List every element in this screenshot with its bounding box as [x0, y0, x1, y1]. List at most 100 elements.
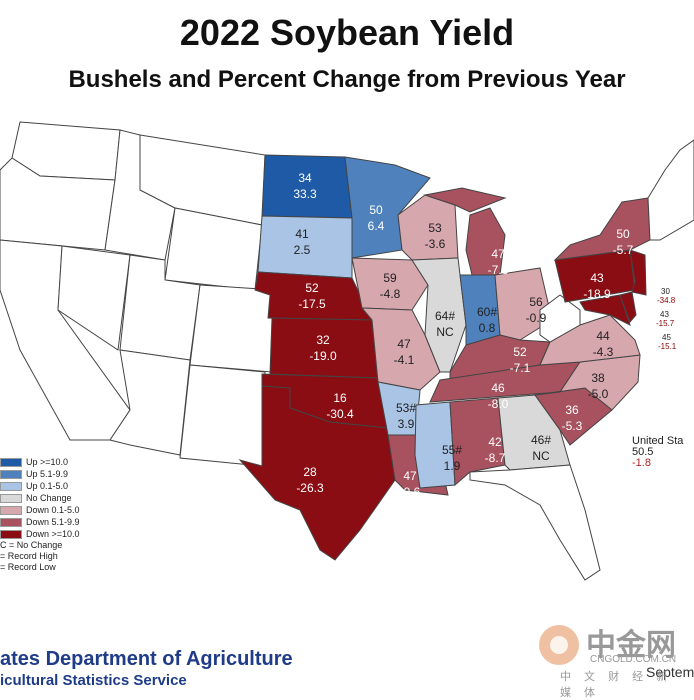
legend-note-nc: C = No Change [0, 540, 63, 550]
label-oh-yield: 56 [529, 295, 543, 309]
state-mi-up [423, 187, 507, 213]
state-ne [254, 271, 373, 321]
map-subtitle: Bushels and Percent Change from Previous… [68, 66, 626, 93]
label-mo-yield: 47 [397, 337, 411, 351]
label-ky-change: -7.1 [510, 361, 531, 375]
label-va-yield: 44 [596, 329, 610, 343]
label-la-yield: 47 [403, 469, 417, 483]
legend-item: Down 5.1-9.9 [0, 516, 120, 528]
label-il-yield: 64# [435, 309, 455, 323]
legend-note-record-low: = Record Low [0, 562, 56, 572]
label-il-change: NC [436, 325, 454, 339]
label-wi-yield: 53 [428, 221, 442, 235]
label-sd-yield: 41 [295, 227, 309, 241]
legend-swatch [0, 469, 22, 479]
state-nv [57, 245, 131, 351]
release-date: Septem [646, 664, 694, 680]
label-al-change: -8.7 [485, 451, 506, 465]
legend-item: Up 0.1-5.0 [0, 480, 120, 492]
state-mo [360, 307, 441, 391]
label-mn-yield: 50 [369, 203, 383, 217]
label-nc-yield: 38 [591, 371, 605, 385]
state-ia [351, 257, 429, 311]
state-oh [494, 267, 553, 341]
label-mi-change: -7.8 [488, 263, 509, 277]
label-ny-change: -5.7 [613, 243, 634, 257]
state-new-england [647, 139, 694, 241]
legend-swatch [0, 457, 22, 467]
label-in-change: 0.8 [479, 321, 496, 335]
legend-label: Down 5.1-9.9 [26, 517, 80, 527]
label-de-change: -15.7 [656, 319, 675, 328]
label-al-yield: 42 [488, 435, 502, 449]
legend: Up >=10.0 Up 5.1-9.9 Up 0.1-5.0 No Chang… [0, 456, 120, 573]
label-nj-yield: 30 [661, 287, 670, 296]
label-sc-change: -5.3 [562, 419, 583, 433]
legend-item: No Change [0, 492, 120, 504]
legend-label: Down >=10.0 [26, 529, 80, 539]
legend-item: Up 5.1-9.9 [0, 468, 120, 480]
us-soybean-map: 34 33.3 50 6.4 41 2.5 53 -3.6 47 -7.8 50… [0, 121, 694, 581]
legend-label: Up 0.1-5.0 [26, 481, 69, 491]
watermark-url: CNGOLD.COM.CN [590, 654, 677, 665]
map-title: 2022 Soybean Yield [179, 12, 515, 53]
label-oh-change: -0.9 [526, 311, 547, 325]
label-sc-yield: 36 [565, 403, 579, 417]
label-ks-change: -19.0 [309, 349, 337, 363]
state-ks [269, 317, 379, 379]
state-co [189, 284, 276, 373]
label-ar-change: 3.9 [398, 417, 415, 431]
state-md [579, 294, 631, 326]
watermark-subtitle: 中 文 财 经 新 媒 体 [560, 671, 673, 699]
state-nm [179, 364, 266, 467]
state-nj [629, 249, 647, 296]
state-ny [553, 197, 651, 261]
legend-label: Up 5.1-9.9 [26, 469, 69, 479]
label-ny-yield: 50 [616, 227, 630, 241]
state-fl [469, 464, 601, 581]
label-pa-yield: 43 [590, 271, 604, 285]
label-mi-yield: 47 [491, 247, 505, 261]
label-ne-change: -17.5 [298, 297, 326, 311]
label-ms-yield: 55# [442, 443, 462, 457]
legend-item: Down 0.1-5.0 [0, 504, 120, 516]
label-md-change: -15.1 [658, 342, 677, 351]
label-wi-change: -3.6 [425, 237, 446, 251]
label-ok-yield: 16 [333, 391, 347, 405]
state-il [411, 257, 467, 373]
legend-swatch [0, 493, 22, 503]
us-total-change: -1.8 [632, 457, 651, 469]
footer-agency: ates Department of Agriculture [0, 648, 293, 670]
state-tx [238, 385, 396, 561]
state-wv [539, 294, 581, 343]
legend-note-record-high: = Record High [0, 551, 58, 561]
label-in-yield: 60# [477, 305, 497, 319]
state-va [539, 314, 641, 366]
label-tx-change: -26.3 [296, 481, 324, 495]
label-mn-change: 6.4 [368, 219, 385, 233]
label-ga-yield: 46# [531, 433, 551, 447]
legend-swatch [0, 529, 22, 539]
label-nc-change: -5.0 [588, 387, 609, 401]
state-de [619, 291, 637, 323]
label-de-yield: 43 [660, 310, 669, 319]
state-ms [414, 401, 456, 489]
us-total-label: United Sta [632, 435, 684, 447]
label-tn-change: -8.0 [488, 397, 509, 411]
label-tx-yield: 28 [303, 465, 317, 479]
label-tn-yield: 46 [491, 381, 505, 395]
legend-swatch [0, 481, 22, 491]
label-ms-change: 1.9 [444, 459, 461, 473]
label-nd-yield: 34 [298, 171, 312, 185]
label-pa-change: -18.9 [583, 287, 611, 301]
legend-label: No Change [26, 493, 72, 503]
us-total-yield: 50.5 [632, 446, 654, 458]
legend-item: Up >=10.0 [0, 456, 120, 468]
label-ia-change: -4.8 [380, 287, 401, 301]
legend-swatch [0, 505, 22, 515]
legend-label: Up >=10.0 [26, 457, 69, 467]
watermark-logo-icon [539, 625, 579, 665]
label-va-change: -4.3 [593, 345, 614, 359]
label-sd-change: 2.5 [294, 243, 311, 257]
state-az [109, 349, 191, 456]
